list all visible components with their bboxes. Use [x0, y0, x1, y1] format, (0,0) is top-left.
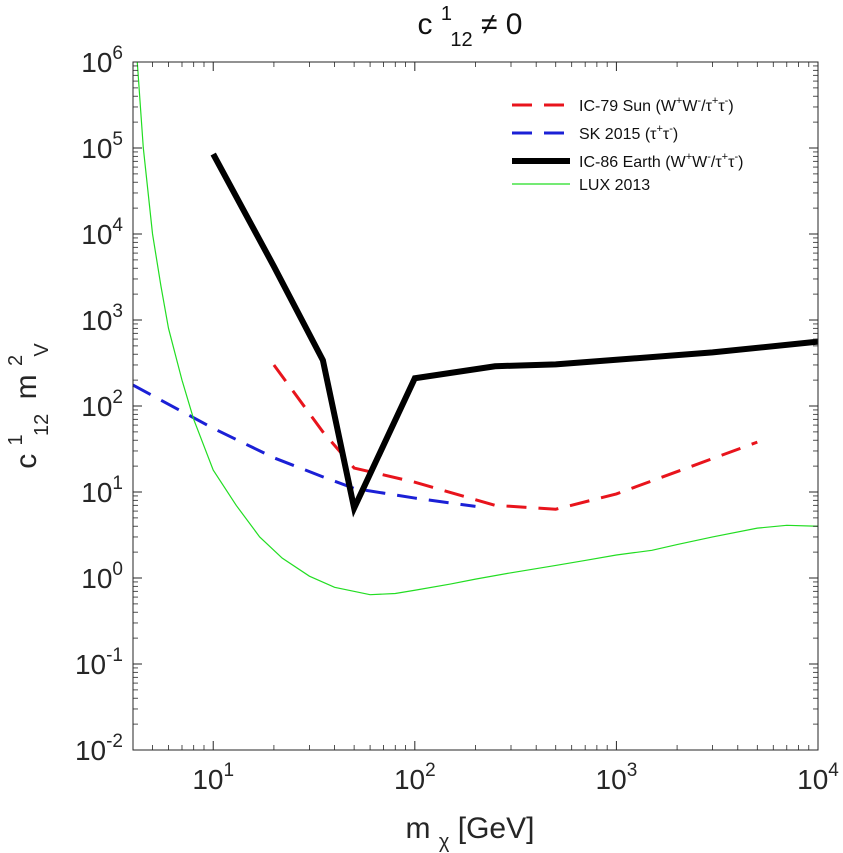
y-tick-label: 105: [81, 129, 123, 164]
ylabel-c-sub: 12: [31, 414, 53, 436]
legend: IC-79 Sun (W+W-/τ+τ-) SK 2015 (τ+τ-) IC-…: [512, 95, 743, 194]
legend-label-sk2015: SK 2015 (τ+τ-): [579, 123, 678, 143]
xlabel-rest: [GeV]: [458, 812, 535, 845]
ylabel-m: m: [10, 374, 43, 399]
xlabel-base: m: [406, 812, 431, 845]
legend-label-ic86: IC-86 Earth (W+W-/τ+τ-): [579, 151, 743, 171]
chart-title: c 1 12 ≠ 0: [418, 0, 523, 53]
series-line-ic-79-sun: [272, 364, 758, 511]
legend-entry: IC-86 Earth (W+W-/τ+τ-): [512, 151, 743, 171]
xlabel-sub: χ: [439, 831, 450, 853]
x-tick-label: 104: [797, 760, 839, 795]
legend-entry: LUX 2013: [512, 177, 650, 194]
y-tick-label: 10-1: [75, 645, 123, 680]
ylabel-m-sup: 2: [5, 355, 27, 366]
series-layer: [132, 61, 819, 596]
title-rest: ≠ 0: [481, 8, 522, 41]
x-tick-label: 103: [596, 760, 638, 795]
y-tick-label: 10-2: [75, 731, 123, 766]
plot-background: [133, 62, 818, 750]
ylabel-c-sup: 1: [5, 434, 27, 445]
y-tick-label: 102: [81, 387, 123, 422]
y-axis-label: c 1 12 m 2 V: [0, 343, 55, 469]
legend-label-ic79: IC-79 Sun (W+W-/τ+τ-): [579, 95, 734, 115]
legend-label-lux2013: LUX 2013: [579, 177, 650, 194]
ticks-layer: 101 102 103 104 10-2 10-1 100 101 102 103 104 105 10…: [75, 43, 839, 795]
title-base: c: [418, 8, 433, 41]
series-line-lux-2013: [136, 61, 819, 596]
title-sup: 1: [441, 3, 452, 25]
legend-entry: IC-79 Sun (W+W-/τ+τ-): [512, 95, 734, 115]
x-tick-label: 102: [394, 760, 436, 795]
x-axis-label: m χ [GeV]: [406, 812, 535, 853]
y-tick-label: 101: [81, 473, 123, 508]
series-line-sk-2015: [132, 383, 476, 508]
y-tick-label: 104: [81, 215, 123, 250]
ylabel-c: c: [10, 454, 43, 469]
legend-entry: SK 2015 (τ+τ-): [512, 123, 678, 143]
y-tick-label: 100: [81, 559, 123, 594]
x-tick-label: 101: [192, 760, 234, 795]
series-line-ic-86-earth: [210, 152, 819, 518]
y-tick-label: 106: [81, 43, 123, 78]
ylabel-m-sub: V: [31, 343, 53, 357]
title-sub: 12: [450, 29, 472, 51]
y-tick-label: 103: [81, 301, 123, 336]
plot-area: 101 102 103 104 10-2 10-1 100 101 102 103 104 105 10…: [75, 43, 839, 795]
